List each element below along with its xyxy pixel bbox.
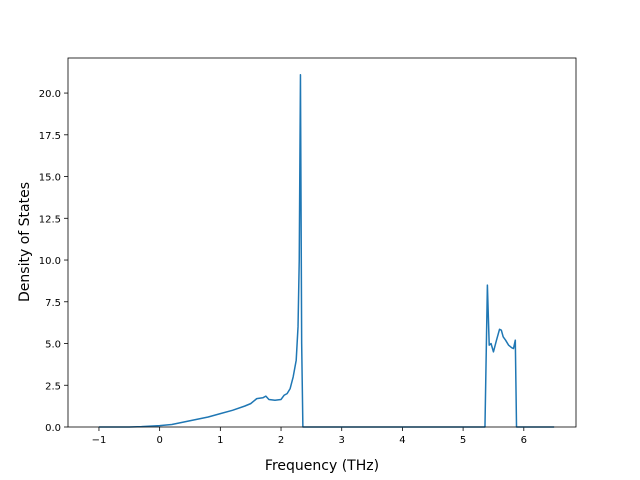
y-tick-label: 2.5 [45,381,61,392]
x-tick-label: 5 [460,435,466,446]
y-tick-label: 15.0 [39,173,61,184]
data-line [98,73,555,428]
y-axis-title: Density of States [17,182,33,302]
x-tick-label: 4 [399,435,405,446]
y-tick-label: 7.5 [45,298,61,309]
x-tick-label: 6 [521,435,527,446]
x-tick-label: 2 [278,435,284,446]
x-tick-label: −1 [92,435,107,446]
x-tick-label: 1 [217,435,223,446]
x-tick-label: 0 [156,435,162,446]
y-tick-label: 10.0 [39,256,61,267]
y-tick-label: 17.5 [39,131,61,142]
y-tick-label: 0.0 [45,423,61,434]
y-tick-label: 12.5 [39,214,61,225]
y-tick-label: 5.0 [45,340,61,351]
y-tick-label: 20.0 [39,89,61,100]
x-tick-label: 3 [339,435,345,446]
plot-frame [67,57,577,428]
x-axis-title: Frequency (THz) [265,458,379,474]
